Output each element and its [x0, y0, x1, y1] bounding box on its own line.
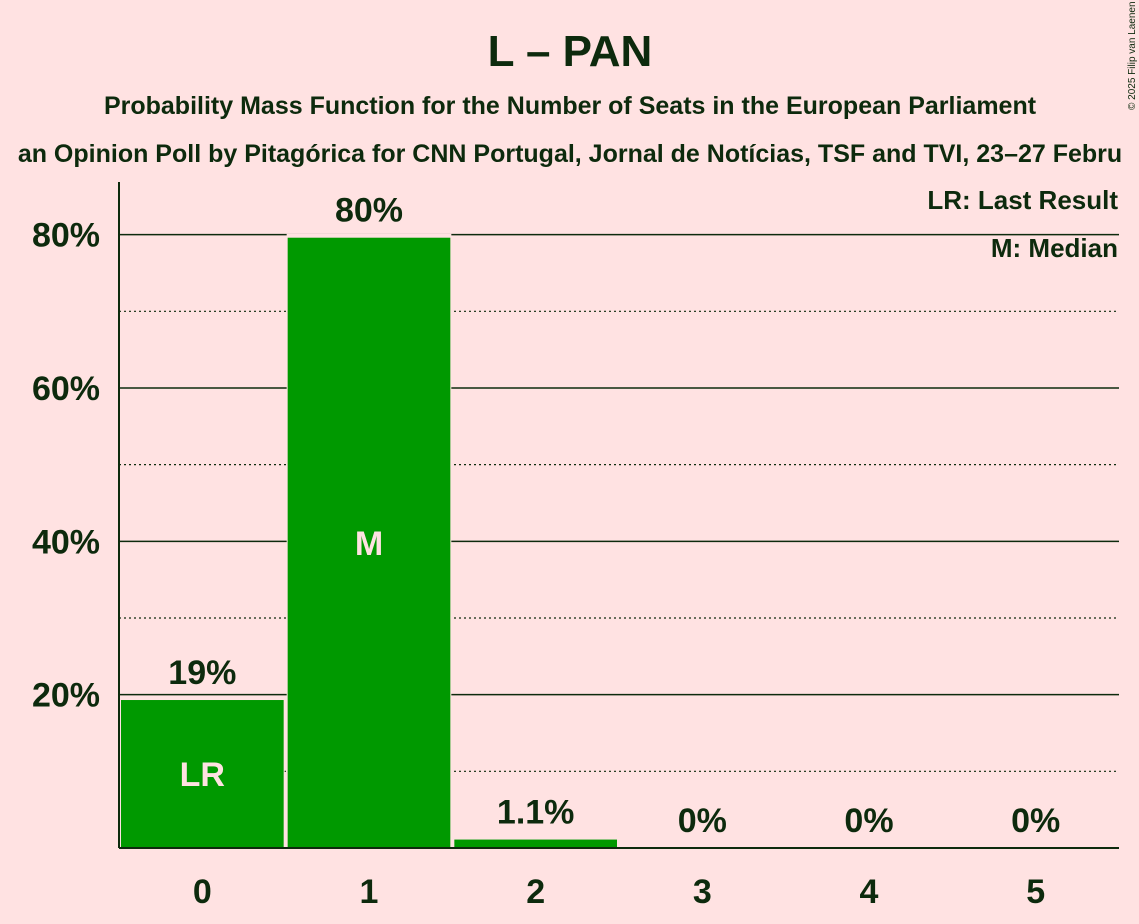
legend-last-result: LR: Last Result [927, 185, 1118, 215]
x-tick-label: 5 [1026, 873, 1045, 911]
x-tick-label: 4 [860, 873, 879, 911]
x-axis-tick-labels: 0 1 2 3 4 5 [193, 873, 1045, 911]
y-axis-tick-labels: 20% 40% 60% 80% [32, 217, 100, 715]
grid-lines [119, 233, 1119, 772]
bar-value-labels: 19% 80% 1.1% 0% 0% 0% [168, 192, 1060, 840]
bar-value-label: 0% [678, 802, 727, 840]
chart-source: an Opinion Poll by Pitagórica for CNN Po… [18, 140, 1122, 168]
y-tick-label: 60% [32, 370, 100, 408]
y-tick-label: 40% [32, 523, 100, 561]
bar-value-label: 19% [168, 654, 236, 692]
chart-title: L – PAN [488, 27, 653, 76]
x-tick-label: 2 [526, 873, 545, 911]
bars-group [120, 233, 618, 849]
bar-value-label: 0% [1011, 802, 1060, 840]
bar-marker-lr: LR [180, 756, 225, 794]
legend-median: M: Median [991, 233, 1118, 263]
y-tick-label: 20% [32, 677, 100, 715]
bar-value-label: 80% [335, 192, 403, 230]
bar-0 [121, 700, 284, 848]
bar-1 [287, 237, 451, 849]
y-tick-label: 80% [32, 217, 100, 255]
chart-subtitle: Probability Mass Function for the Number… [104, 92, 1037, 120]
bar-2 [454, 839, 617, 848]
bar-marker-labels: LR M [180, 525, 383, 794]
x-tick-label: 0 [193, 873, 212, 911]
bar-value-label: 0% [844, 802, 893, 840]
bar-value-label: 1.1% [497, 794, 575, 832]
copyright-text: © 2025 Filip van Laenen [1127, 1, 1138, 110]
bar-marker-m: M [355, 525, 383, 563]
x-tick-label: 1 [360, 873, 379, 911]
x-tick-label: 3 [693, 873, 712, 911]
